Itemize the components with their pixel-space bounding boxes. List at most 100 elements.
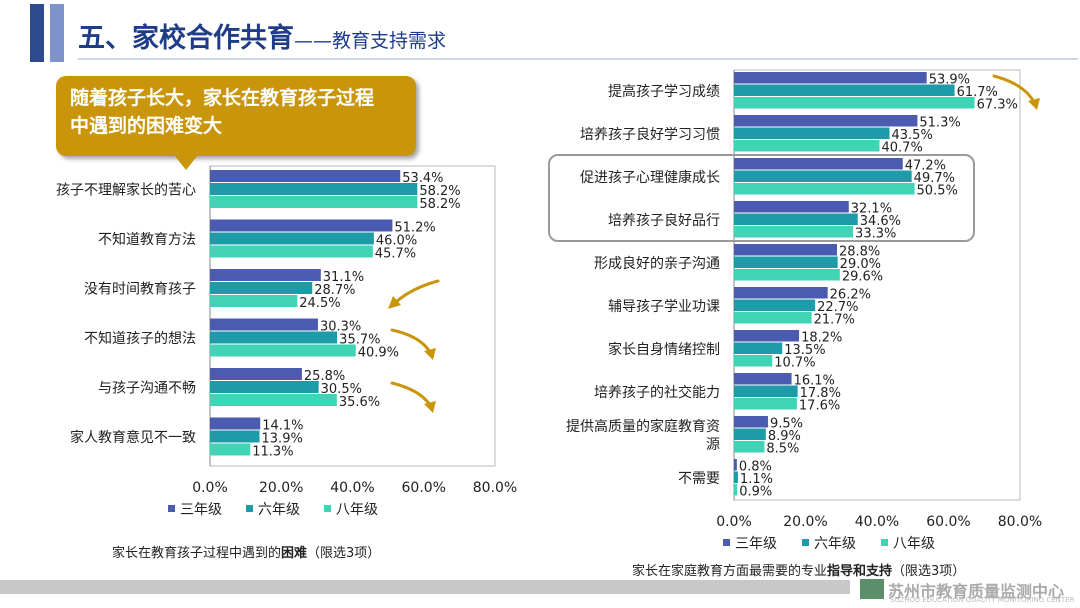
logo-icon [860, 579, 884, 599]
chart1-bar-8-1 [734, 428, 766, 440]
chart1-tick-label-2: 40.0% [855, 514, 899, 530]
chart1-bar-0-1 [734, 84, 955, 96]
chart1-bar-3-2 [734, 226, 854, 238]
footer-logo: 苏州市教育质量监测中心 [888, 582, 1065, 601]
left-caption-suffix: （限选3项） [307, 546, 381, 561]
chart0-tick-label-3: 60.0% [402, 480, 446, 496]
chart1-value-label-0-0: 53.9% [929, 73, 970, 88]
chart1-value-label-5-0: 26.2% [830, 288, 871, 303]
chart0-value-label-0-0: 53.4% [402, 171, 443, 186]
callout-line-2: 中遇到的困难变大 [70, 115, 223, 137]
chart0-bar-3-0 [210, 318, 318, 331]
chart0-value-label-1-1: 46.0% [376, 234, 417, 249]
chart1-category-label-6: 家长自身情绪控制 [608, 341, 720, 358]
chart0-legend-label-0: 三年级 [180, 502, 222, 518]
chart0-bar-4-0 [210, 368, 302, 380]
chart1-bar-5-2 [734, 312, 812, 324]
chart0-legend-label-2: 八年级 [336, 502, 378, 518]
chart0-category-label-3: 不知道孩子的想法 [84, 330, 196, 347]
chart0-value-label-5-2: 11.3% [252, 445, 293, 460]
right-caption-bold: 指导和支持 [827, 564, 893, 579]
chart0-value-label-1-2: 45.7% [375, 247, 416, 262]
chart1-category-label-4: 形成良好的亲子沟通 [594, 256, 720, 272]
trend-arrow-4 [992, 74, 1036, 104]
chart1-value-label-3-2: 33.3% [855, 227, 896, 242]
chart0-value-label-3-2: 40.9% [358, 346, 399, 361]
chart0-category-label-5: 家人教育意见不一致 [70, 429, 196, 446]
chart0-legend-swatch-2 [324, 505, 331, 512]
chart1-value-label-5-1: 22.7% [817, 300, 858, 315]
chart1-bar-7-0 [734, 373, 792, 385]
chart0-legend-swatch-0 [168, 505, 175, 512]
chart1-bar-5-1 [734, 299, 816, 311]
chart1-bar-3-1 [734, 213, 858, 225]
chart1-value-label-6-1: 13.5% [784, 343, 825, 358]
chart1-value-label-1-2: 40.7% [882, 141, 923, 156]
chart1-bar-7-1 [734, 385, 798, 397]
chart1-category-label-0: 提高孩子学习成绩 [608, 83, 720, 100]
chart1-value-label-4-1: 29.0% [840, 257, 881, 272]
chart1-bar-5-0 [734, 287, 828, 299]
chart1-category-label-2: 促进孩子心理健康成长 [580, 169, 720, 186]
chart0-value-label-2-1: 28.7% [314, 283, 355, 298]
chart0-value-label-2-2: 24.5% [299, 296, 340, 311]
callout-tail [170, 150, 202, 170]
chart1-category-label-1: 培养孩子良好学习习惯 [580, 126, 720, 143]
trend-arrow-head-4 [1028, 98, 1040, 110]
chart1-value-label-2-2: 50.5% [917, 184, 958, 199]
chart0-legend-swatch-1 [246, 505, 253, 512]
chart0-value-label-1-0: 51.2% [394, 221, 435, 236]
chart1-value-label-8-2: 8.5% [766, 442, 799, 457]
trend-arrow-head-2 [424, 348, 436, 360]
callout-line-1: 随着孩子长大，家长在教育孩子过程 [70, 87, 375, 109]
chart1-bar-9-0 [734, 459, 737, 471]
chart0-bar-2-1 [210, 282, 313, 294]
chart1-legend-swatch-1 [802, 539, 809, 546]
chart1-value-label-9-2: 0.9% [739, 485, 772, 500]
page-subtitle: ——教育支持需求 [294, 30, 447, 52]
footer-band [0, 580, 850, 594]
left-caption-prefix: 家长在教育孩子过程中遇到的 [112, 546, 282, 561]
chart1-category-label-5: 辅导孩子学业功课 [608, 299, 720, 315]
chart1-value-label-4-2: 29.6% [842, 270, 883, 285]
chart1-tick-label-0: 0.0% [716, 514, 752, 530]
chart1-value-label-5-2: 21.7% [814, 313, 855, 328]
chart1-category-label-8: 提供高质量的家庭教育资 [566, 418, 720, 435]
chart0-bar-5-1 [210, 430, 260, 443]
chart1-bar-0-2 [734, 97, 975, 109]
chart0-value-label-0-1: 58.2% [419, 184, 460, 199]
chart0-tick-label-0: 0.0% [192, 480, 228, 496]
chart1-bar-8-0 [734, 416, 768, 428]
footer-logo-sub: SUZHOU EDUCATION QUALITY MONITORING CENT… [890, 596, 1075, 604]
chart1-bar-1-0 [734, 115, 918, 127]
chart0-bar-0-0 [210, 170, 401, 182]
title-bar-light [50, 4, 64, 62]
chart1-value-label-7-2: 17.6% [799, 399, 840, 414]
chart0-bar-2-2 [210, 295, 298, 307]
chart1-category-label-8: 源 [706, 437, 720, 453]
chart1-value-label-9-1: 1.1% [740, 472, 773, 487]
left-chart-caption: 家长在教育孩子过程中遇到的困难（限选3项） [112, 542, 380, 561]
page-title: 五、家校合作共育——教育支持需求 [78, 16, 446, 55]
chart0-value-label-4-1: 30.5% [321, 382, 362, 397]
chart1-value-label-8-0: 9.5% [770, 417, 803, 432]
chart1-category-label-9: 不需要 [678, 471, 720, 487]
trend-arrow-3 [390, 381, 432, 407]
chart0-value-label-5-0: 14.1% [262, 419, 303, 434]
chart0-legend-label-1: 六年级 [258, 502, 300, 518]
chart0-tick-label-1: 20.0% [259, 480, 303, 496]
chart1-value-label-2-0: 47.2% [905, 159, 946, 174]
chart1-value-label-8-1: 8.9% [768, 429, 801, 444]
chart0-bar-3-2 [210, 344, 356, 357]
chart0-bar-2-0 [210, 269, 321, 281]
chart0-category-label-2: 没有时间教育孩子 [84, 282, 196, 298]
chart0-tick-label-4: 80.0% [473, 480, 517, 496]
callout-box: 随着孩子长大，家长在教育孩子过程 中遇到的困难变大 [56, 76, 416, 156]
chart1-tick-label-3: 60.0% [926, 514, 970, 530]
chart1-value-label-6-2: 10.7% [774, 356, 815, 371]
chart0-bar-0-1 [210, 183, 418, 195]
chart0-value-label-4-0: 25.8% [304, 369, 345, 384]
chart1-bar-2-0 [734, 158, 903, 170]
chart1-bar-6-2 [734, 355, 773, 367]
chart1-legend-swatch-2 [881, 539, 888, 546]
